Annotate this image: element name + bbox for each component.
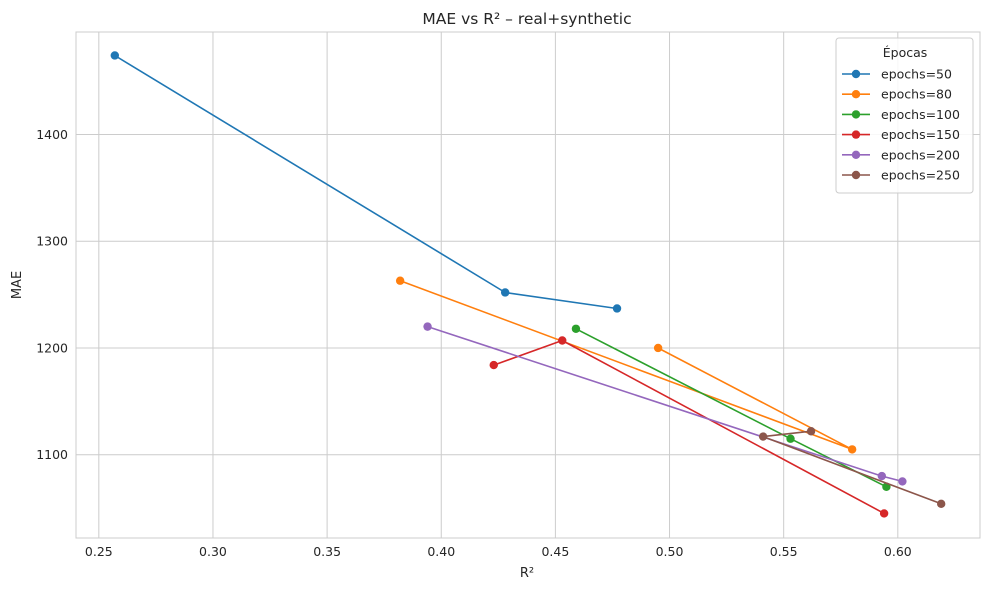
legend-item: epochs=200 bbox=[842, 147, 960, 162]
series-epochs-250 bbox=[758, 427, 946, 509]
legend-box bbox=[835, 37, 974, 194]
x-tick-label: 0.45 bbox=[541, 544, 569, 559]
legend-label: epochs=50 bbox=[881, 67, 952, 82]
x-tick-label: 0.35 bbox=[313, 544, 341, 559]
x-axis-label: R² bbox=[520, 566, 534, 581]
data-point bbox=[571, 324, 581, 333]
x-tick-label: 0.40 bbox=[427, 544, 455, 559]
x-tick-label: 0.50 bbox=[656, 544, 684, 559]
legend-items: epochs=50 epochs=80 epochs=100 epochs=150 ep… bbox=[842, 67, 960, 183]
legend-title: Épocas bbox=[883, 45, 928, 60]
legend-swatch-marker bbox=[851, 130, 861, 139]
x-tick-label: 0.55 bbox=[770, 544, 798, 559]
x-tick-label: 0.30 bbox=[199, 544, 227, 559]
series-epochs-50 bbox=[110, 51, 622, 313]
data-point bbox=[489, 360, 498, 370]
legend: Épocas epochs=50epochs=80epochs=100epoch… bbox=[835, 37, 974, 194]
legend-item: epochs=80 bbox=[842, 87, 952, 102]
y-tick-label: 1200 bbox=[36, 340, 68, 355]
plot-frame bbox=[75, 31, 981, 539]
data-point bbox=[558, 336, 567, 345]
data-point bbox=[786, 434, 795, 443]
data-point bbox=[395, 276, 405, 285]
data-point bbox=[758, 432, 768, 441]
legend-label: epochs=100 bbox=[881, 107, 960, 122]
series-epochs-150 bbox=[489, 336, 889, 518]
y-tick-label: 1400 bbox=[36, 127, 68, 142]
y-tick-labels: 1100 1200 1300 1400 bbox=[36, 127, 68, 462]
data-point bbox=[898, 477, 907, 486]
series-epochs-80 bbox=[395, 276, 857, 454]
legend-label: epochs=150 bbox=[881, 127, 960, 142]
data-point bbox=[110, 51, 120, 60]
y-tick-label: 1100 bbox=[36, 447, 68, 462]
legend-item: epochs=150 bbox=[842, 127, 960, 142]
data-point bbox=[877, 471, 887, 481]
data-point bbox=[936, 499, 946, 509]
data-point bbox=[847, 445, 857, 454]
data-point bbox=[500, 288, 510, 297]
legend-item: epochs=50 bbox=[842, 67, 952, 82]
x-tick-label: 0.60 bbox=[884, 544, 912, 559]
x-tick-labels: 0.25 0.30 0.35 0.40 0.45 0.50 0.55 0.60 bbox=[85, 544, 912, 559]
legend-swatch-marker bbox=[851, 150, 861, 159]
data-point bbox=[879, 509, 889, 518]
legend-swatch-marker bbox=[851, 69, 861, 79]
legend-label: epochs=250 bbox=[881, 168, 960, 183]
data-point bbox=[806, 427, 816, 436]
legend-swatch-marker bbox=[851, 170, 861, 180]
data-point bbox=[612, 304, 622, 313]
y-tick-label: 1300 bbox=[36, 234, 68, 249]
chart-title: MAE vs R² – real+synthetic bbox=[422, 10, 631, 28]
series-layer bbox=[110, 51, 946, 518]
legend-label: epochs=200 bbox=[881, 147, 960, 162]
legend-label: epochs=80 bbox=[881, 87, 952, 102]
x-tick-label: 0.25 bbox=[85, 544, 113, 559]
legend-item: epochs=250 bbox=[842, 168, 960, 183]
data-point bbox=[423, 322, 432, 331]
legend-item: epochs=100 bbox=[842, 107, 960, 122]
y-axis-label: MAE bbox=[10, 271, 25, 299]
legend-swatch-marker bbox=[851, 90, 861, 99]
legend-swatch-marker bbox=[851, 110, 861, 119]
series-epochs-200 bbox=[423, 322, 907, 486]
data-point bbox=[653, 343, 663, 353]
